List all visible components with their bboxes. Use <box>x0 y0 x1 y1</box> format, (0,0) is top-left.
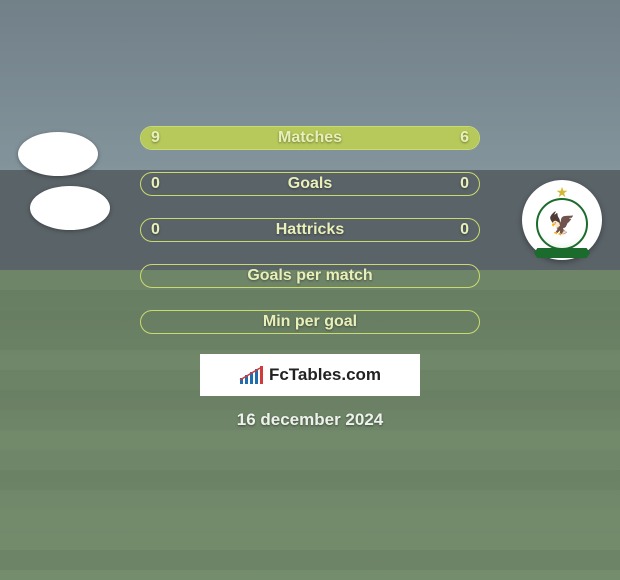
stat-bar-value-left: 0 <box>151 219 160 241</box>
comparison-bars: Matches96Goals00Hattricks00Goals per mat… <box>140 126 480 356</box>
player-right-club-badge: ★ 🦅 <box>522 180 602 260</box>
crest-ribbon <box>534 248 590 258</box>
stat-bar-goals-per-match: Goals per match <box>140 264 480 288</box>
stat-bar-value-right: 0 <box>460 173 469 195</box>
stat-bar-label: Hattricks <box>141 219 479 241</box>
fctables-icon <box>239 366 263 384</box>
raja-crest: ★ 🦅 <box>528 186 596 254</box>
attribution-text: FcTables.com <box>269 365 381 385</box>
crest-shield: 🦅 <box>536 198 588 250</box>
player-left-club-badge-1 <box>18 132 98 176</box>
crest-eagle-icon: 🦅 <box>548 211 575 237</box>
stat-bar-value-right: 6 <box>460 127 469 149</box>
stat-bar-value-left: 0 <box>151 173 160 195</box>
stat-bar-label: Min per goal <box>141 311 479 333</box>
stat-bar-hattricks: Hattricks0 0 <box>140 218 480 242</box>
stat-bar-label: Goals per match <box>141 265 479 287</box>
stat-bar-min-per-goal: Min per goal <box>140 310 480 334</box>
date-line: 16 december 2024 <box>0 410 620 430</box>
stat-bar-label: Goals <box>141 173 479 195</box>
attribution-box: FcTables.com <box>200 354 420 396</box>
stat-bar-value-right: 0 <box>460 219 469 241</box>
stat-bar-label: Matches <box>141 127 479 149</box>
stat-bar-goals: Goals0 0 <box>140 172 480 196</box>
stat-bar-value-left: 9 <box>151 127 160 149</box>
player-left-club-badge-2 <box>30 186 110 230</box>
stat-bar-matches: Matches9 6 <box>140 126 480 150</box>
